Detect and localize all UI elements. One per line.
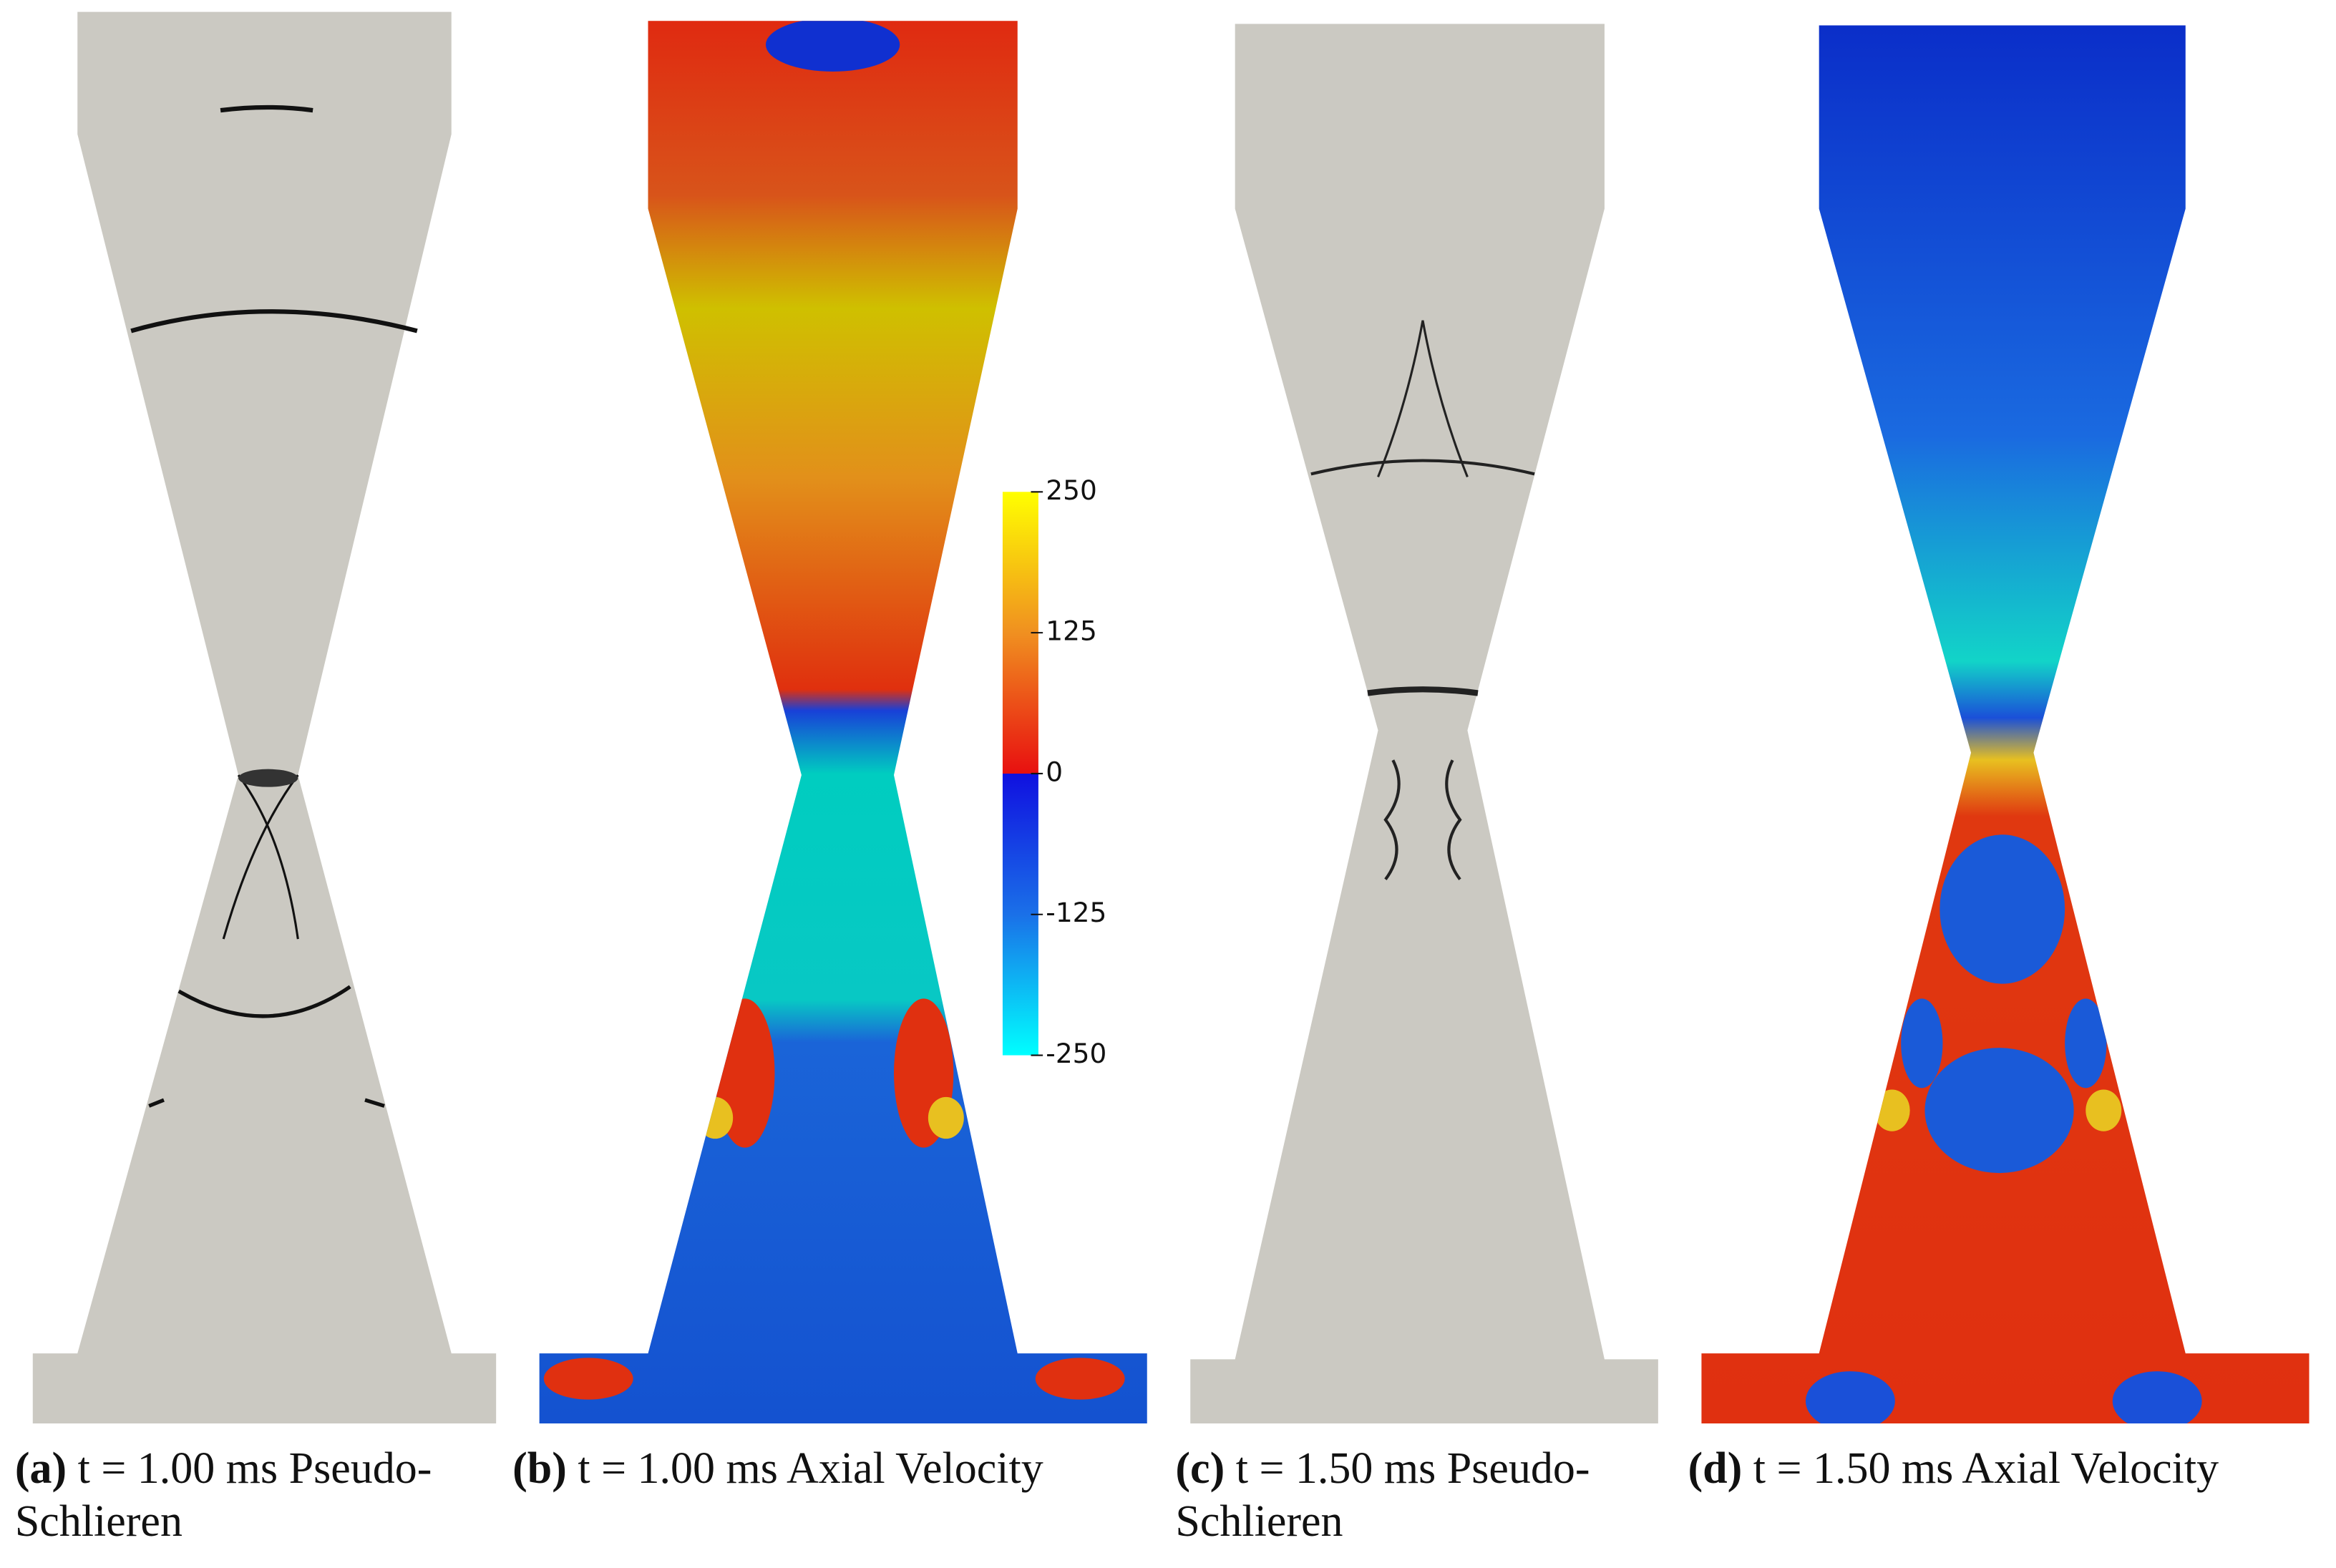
caption-text: t = 1.50 ms Axial Velocity xyxy=(1753,1444,2219,1494)
colorbar-tick-label: 0 xyxy=(1046,756,1063,787)
velocity-field xyxy=(539,21,1147,1423)
panel-label: (c) xyxy=(1175,1444,1225,1494)
colorbar-tick-label: 125 xyxy=(1046,615,1097,647)
panel-caption: (b) t = 1.00 ms Axial Velocity xyxy=(512,1442,1168,1495)
caption-text: t = 1.00 ms Pseudo-Schlieren xyxy=(14,1444,432,1547)
panel-label: (a) xyxy=(14,1444,67,1494)
colorbar-tick-label: -250 xyxy=(1046,1038,1106,1069)
throat-feature xyxy=(238,769,298,787)
caption-text: t = 1.50 ms Pseudo-Schlieren xyxy=(1175,1444,1590,1547)
schlieren-field xyxy=(1190,24,1658,1423)
colorbar-tick-label: -125 xyxy=(1046,897,1106,928)
caption-text: t = 1.00 ms Axial Velocity xyxy=(578,1444,1043,1494)
shock-lines xyxy=(130,104,418,1108)
shock-lines xyxy=(1310,320,1535,881)
panel-label: (d) xyxy=(1688,1444,1743,1494)
colorbar-tick-label: 250 xyxy=(1046,474,1097,506)
panel-caption: (a) t = 1.00 ms Pseudo-Schlieren xyxy=(15,1442,529,1548)
panel-caption: (d) t = 1.50 ms Axial Velocity xyxy=(1688,1442,2336,1495)
velocity-field xyxy=(1701,25,2310,1423)
panel-caption: (c) t = 1.50 ms Pseudo-Schlieren xyxy=(1175,1442,1689,1548)
schlieren-field xyxy=(32,11,497,1423)
panel-label: (b) xyxy=(512,1444,567,1494)
